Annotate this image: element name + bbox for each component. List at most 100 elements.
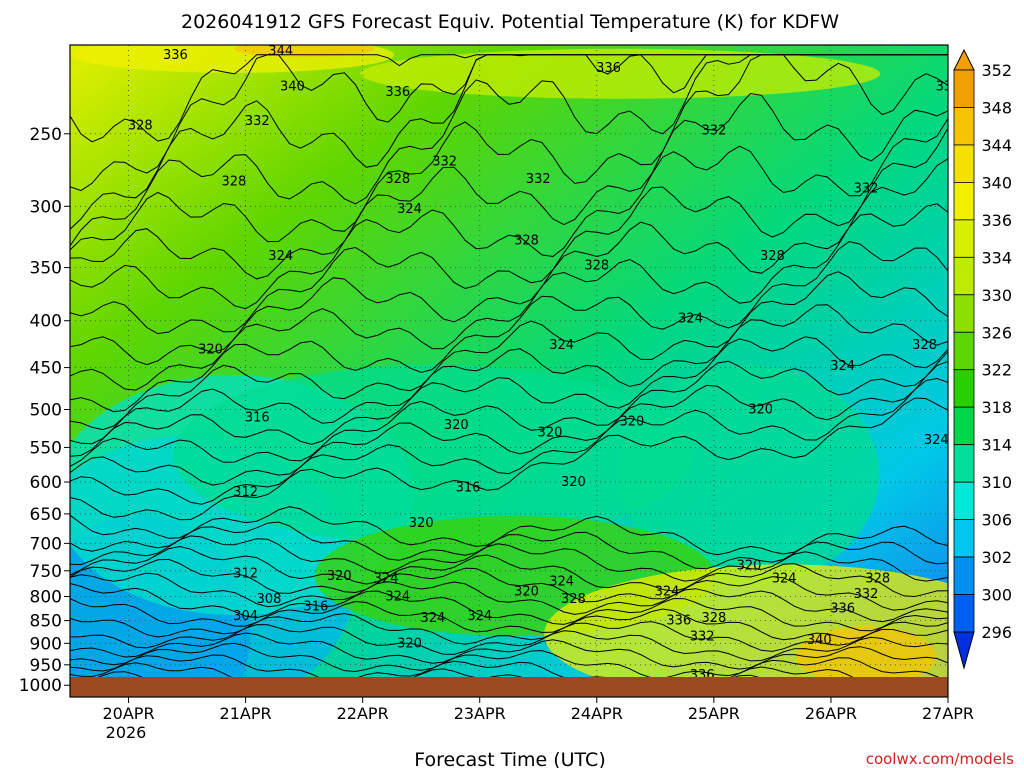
y-tick-label: 600 — [30, 473, 62, 493]
contour-label: 328 — [760, 249, 785, 264]
field-region-9 — [234, 45, 375, 57]
contour-label: 324 — [549, 338, 574, 353]
contour-label: 324 — [268, 249, 293, 264]
colorbar-swatch — [953, 444, 975, 483]
colorbar-label: 310 — [981, 473, 1012, 492]
colorbar-label: 352 — [981, 61, 1012, 80]
colorbar-swatch — [953, 256, 975, 296]
colorbar-label: 322 — [981, 361, 1012, 380]
field-region-7 — [796, 626, 937, 687]
contour-label: 324 — [467, 609, 492, 624]
contour-line — [70, 598, 948, 641]
contour-lines — [70, 54, 948, 696]
contour-label: 336 — [830, 602, 855, 617]
contour-label: 324 — [374, 572, 399, 587]
contour-label: 324 — [385, 589, 410, 604]
terrain-ground — [70, 677, 948, 697]
colorbar-swatch — [953, 556, 975, 595]
contour-label: 324 — [924, 433, 949, 448]
colorbar-swatch — [953, 219, 975, 258]
contour-label: 320 — [737, 558, 762, 573]
colorbar-top-arrow — [953, 48, 975, 71]
contour-line — [70, 271, 948, 431]
x-tick-label: 23APR — [454, 704, 506, 723]
contour-label: 328 — [514, 234, 539, 249]
colorbar-swatch — [953, 294, 975, 333]
y-tick-label: 550 — [30, 438, 62, 458]
contour-label: 332 — [526, 172, 551, 187]
contour-label: 336 — [666, 614, 691, 629]
colorbar-label: 334 — [981, 248, 1012, 267]
contour-label: 328 — [561, 592, 586, 607]
x-tick-label: 22APR — [337, 704, 389, 723]
contour-label: 324 — [678, 312, 703, 327]
contour-label: 308 — [257, 592, 282, 607]
contour-label: 332 — [854, 587, 879, 602]
y-axis: 2503003504004505005506006507007508008509… — [19, 125, 70, 696]
contour-label: 324 — [420, 611, 445, 626]
contour-line — [70, 397, 948, 521]
contour-line — [70, 612, 948, 652]
x-tick-label: 26APR — [805, 704, 857, 723]
contour-line — [70, 583, 948, 632]
contour-line — [70, 203, 948, 391]
y-tick-label: 1000 — [19, 676, 62, 696]
field-color-regions — [70, 45, 948, 697]
contour-label: 324 — [397, 202, 422, 217]
contour-line — [70, 304, 948, 445]
colorbar-swatch — [953, 331, 975, 371]
contour-label: 332 — [971, 119, 996, 134]
contour-label: 336 — [385, 85, 410, 100]
y-tick-label: 900 — [30, 634, 62, 654]
colorbar-swatch — [953, 594, 975, 633]
x-axis: 20APR 21APR 22APR 23APR 24APR 25APR 26APR 27APR — [102, 697, 974, 723]
plot-frame — [69, 44, 949, 698]
contour-label: 328 — [865, 572, 890, 587]
colorbar-label: 340 — [981, 173, 1012, 192]
contour-label: 324 — [549, 574, 574, 589]
contour-label: 316 — [456, 480, 481, 495]
colorbar-swatch — [953, 481, 975, 520]
contour-label: 304 — [233, 609, 258, 624]
contour-line — [70, 624, 948, 662]
colorbar-label: 326 — [981, 323, 1012, 342]
contour-label: 320 — [444, 418, 469, 433]
y-tick-label: 350 — [30, 259, 62, 279]
colorbar-label: 302 — [981, 548, 1012, 567]
colorbar: 352 348 344 340 336 334 330 326 322 318 314 310 306 3… — [953, 48, 1012, 670]
y-tick-label: 650 — [30, 505, 62, 525]
contour-line — [70, 521, 948, 570]
colorbar-swatch — [953, 144, 975, 183]
x-axis-label: Forecast Time (UTC) — [414, 749, 605, 768]
contour-label: 328 — [221, 175, 246, 190]
contour-line — [70, 377, 948, 505]
contour-label: 324 — [772, 572, 797, 587]
contour-label: 336 — [596, 61, 621, 76]
contour-line — [70, 241, 948, 413]
y-tick-label: 850 — [30, 612, 62, 632]
colorbar-label: 300 — [981, 586, 1012, 605]
contour-label: 320 — [538, 426, 563, 441]
chart-title: 2026041912 GFS Forecast Equiv. Potential… — [181, 11, 839, 33]
contour-label: 332 — [701, 124, 726, 139]
contour-label: 332 — [690, 630, 715, 645]
contour-label: 324 — [830, 359, 855, 374]
contour-label: 312 — [233, 566, 258, 581]
colorbar-label: 306 — [981, 511, 1012, 530]
x-tick-label: 24APR — [571, 704, 623, 723]
contour-label: 336 — [936, 80, 961, 95]
contour-label: 340 — [807, 633, 832, 648]
contour-label: 328 — [912, 338, 937, 353]
x-axis-year: 2026 — [106, 723, 147, 742]
contour-label: 328 — [385, 172, 410, 187]
contour-label: 320 — [561, 475, 586, 490]
x-tick-label: 27APR — [922, 704, 974, 723]
contour-label: 320 — [327, 569, 352, 584]
colorbar-swatch — [953, 369, 975, 408]
colorbar-label: 318 — [981, 398, 1012, 417]
gridlines — [70, 45, 948, 697]
contour-label: 320 — [198, 343, 223, 358]
